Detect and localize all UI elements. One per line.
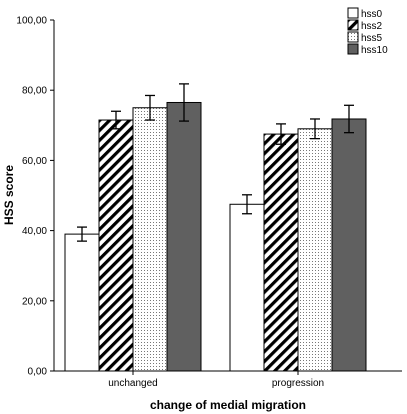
y-axis-title: HSS score xyxy=(2,165,16,225)
y-tick-label: 0,00 xyxy=(28,367,48,378)
bar-hss0-progression xyxy=(229,203,265,372)
bar-hss10-unchanged xyxy=(166,101,202,372)
legend-label-hss5: hss5 xyxy=(361,33,383,44)
legend-label-hss2: hss2 xyxy=(361,21,383,32)
y-tick-label: 100,00 xyxy=(16,16,47,27)
y-tick-label: 20,00 xyxy=(22,296,47,307)
bar-hss2-progression xyxy=(263,133,299,372)
legend-swatch-hss2 xyxy=(347,19,359,31)
legend-swatch-hss0 xyxy=(347,7,359,19)
bar-hss5-unchanged xyxy=(132,107,168,372)
bar-hss5-progression xyxy=(297,128,333,372)
error-bars xyxy=(77,83,354,242)
y-ticks: 0,00 20,00 40,00 60,00 80,00 100,00 xyxy=(16,16,54,378)
x-tick-label: unchanged xyxy=(108,378,158,389)
y-tick-label: 80,00 xyxy=(22,86,47,97)
y-tick-label: 60,00 xyxy=(22,156,47,167)
bar-hss2-unchanged xyxy=(98,119,134,372)
legend-label-hss0: hss0 xyxy=(361,9,383,20)
x-ticks: unchanged progression xyxy=(108,371,324,389)
bar-hss0-unchanged xyxy=(64,233,100,372)
legend-label-hss10: hss10 xyxy=(361,45,388,56)
legend-swatch-hss5 xyxy=(347,31,359,43)
y-tick-label: 40,00 xyxy=(22,226,47,237)
bar-hss10-progression xyxy=(331,118,367,372)
legend-swatch-hss10 xyxy=(347,43,359,55)
bars xyxy=(64,101,367,372)
x-axis-title: change of medial migration xyxy=(150,398,306,412)
x-tick-label: progression xyxy=(272,378,324,389)
